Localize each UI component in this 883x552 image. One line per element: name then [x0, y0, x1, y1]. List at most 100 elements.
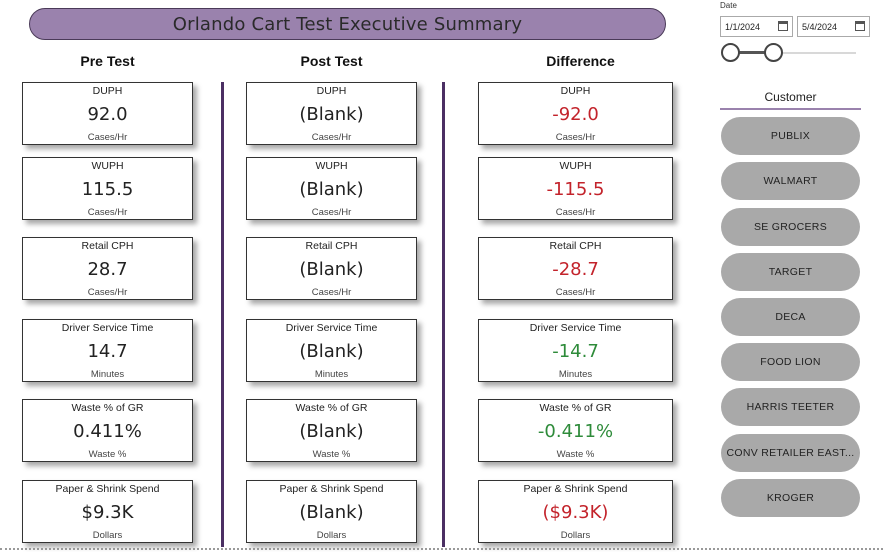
- card-unit: Cases/Hr: [87, 287, 128, 298]
- pre-test-header: Pre Test: [80, 53, 135, 69]
- card-unit: Dollars: [316, 530, 347, 541]
- post-driver-service-time-card[interactable]: Driver Service Time (Blank) Minutes: [246, 319, 417, 382]
- card-unit: Cases/Hr: [311, 287, 352, 298]
- card-label: Driver Service Time: [61, 322, 154, 334]
- end-date-input[interactable]: 5/4/2024: [797, 16, 870, 37]
- card-unit: Waste %: [88, 449, 127, 460]
- card-value: 28.7: [87, 259, 128, 280]
- card-label: WUPH: [91, 160, 124, 172]
- customer-button-food-lion[interactable]: FOOD LION: [721, 343, 860, 381]
- card-value: 92.0: [87, 104, 128, 125]
- customer-button-deca[interactable]: DECA: [721, 298, 860, 336]
- card-label: Retail CPH: [81, 240, 134, 252]
- column-divider-right: [442, 82, 445, 547]
- diff-waste-card[interactable]: Waste % of GR -0.411% Waste %: [478, 399, 673, 462]
- customer-button-se-grocers[interactable]: SE GROCERS: [721, 208, 860, 246]
- card-label: Waste % of GR: [539, 402, 612, 414]
- customer-button-target[interactable]: TARGET: [721, 253, 860, 291]
- card-unit: Cases/Hr: [87, 207, 128, 218]
- date-range-end-handle[interactable]: [764, 43, 783, 62]
- customer-button-publix[interactable]: PUBLIX: [721, 117, 860, 155]
- card-unit: Waste %: [556, 449, 595, 460]
- card-label: DUPH: [560, 85, 591, 97]
- card-value: (Blank): [299, 259, 364, 280]
- diff-wuph-card[interactable]: WUPH -115.5 Cases/Hr: [478, 157, 673, 220]
- calendar-icon[interactable]: [778, 21, 788, 31]
- card-value: ($9.3K): [542, 502, 609, 523]
- customer-filter-header: Customer: [720, 88, 861, 110]
- customer-button-walmart[interactable]: WALMART: [721, 162, 860, 200]
- pre-duph-card[interactable]: DUPH 92.0 Cases/Hr: [22, 82, 193, 145]
- post-retail-cph-card[interactable]: Retail CPH (Blank) Cases/Hr: [246, 237, 417, 300]
- card-label: Paper & Shrink Spend: [55, 483, 160, 495]
- card-unit: Dollars: [560, 530, 591, 541]
- report-title: Orlando Cart Test Executive Summary: [172, 13, 523, 35]
- end-date-value: 5/4/2024: [802, 21, 838, 32]
- date-range-start-handle[interactable]: [721, 43, 740, 62]
- card-value: -28.7: [552, 259, 599, 280]
- card-value: (Blank): [299, 421, 364, 442]
- post-duph-card[interactable]: DUPH (Blank) Cases/Hr: [246, 82, 417, 145]
- start-date-input[interactable]: 1/1/2024: [720, 16, 793, 37]
- customer-button-harris-teeter[interactable]: HARRIS TEETER: [721, 388, 860, 426]
- customer-button-kroger[interactable]: KROGER: [721, 479, 860, 517]
- card-unit: Cases/Hr: [311, 207, 352, 218]
- post-paper-shrink-card[interactable]: Paper & Shrink Spend (Blank) Dollars: [246, 480, 417, 543]
- card-unit: Cases/Hr: [555, 287, 596, 298]
- diff-duph-card[interactable]: DUPH -92.0 Cases/Hr: [478, 82, 673, 145]
- column-divider-left: [221, 82, 224, 547]
- start-date-value: 1/1/2024: [725, 21, 761, 32]
- card-label: Paper & Shrink Spend: [279, 483, 384, 495]
- post-waste-card[interactable]: Waste % of GR (Blank) Waste %: [246, 399, 417, 462]
- card-unit: Minutes: [90, 369, 125, 380]
- card-value: (Blank): [299, 341, 364, 362]
- card-label: WUPH: [559, 160, 592, 172]
- diff-driver-service-time-card[interactable]: Driver Service Time -14.7 Minutes: [478, 319, 673, 382]
- date-range-slider-track[interactable]: [731, 52, 856, 54]
- pre-waste-card[interactable]: Waste % of GR 0.411% Waste %: [22, 399, 193, 462]
- card-unit: Cases/Hr: [87, 132, 128, 143]
- card-value: (Blank): [299, 179, 364, 200]
- card-value: -14.7: [552, 341, 599, 362]
- card-label: DUPH: [316, 85, 347, 97]
- pre-paper-shrink-card[interactable]: Paper & Shrink Spend $9.3K Dollars: [22, 480, 193, 543]
- card-value: $9.3K: [81, 502, 134, 523]
- card-value: 14.7: [87, 341, 128, 362]
- pre-wuph-card[interactable]: WUPH 115.5 Cases/Hr: [22, 157, 193, 220]
- date-range-slider-fill: [731, 51, 773, 54]
- diff-retail-cph-card[interactable]: Retail CPH -28.7 Cases/Hr: [478, 237, 673, 300]
- card-label: Retail CPH: [305, 240, 358, 252]
- card-value: -0.411%: [537, 421, 614, 442]
- date-filter-label: Date: [720, 1, 737, 10]
- card-unit: Waste %: [312, 449, 351, 460]
- page-bottom-border: [0, 548, 883, 550]
- pre-retail-cph-card[interactable]: Retail CPH 28.7 Cases/Hr: [22, 237, 193, 300]
- card-value: 115.5: [81, 179, 134, 200]
- pre-driver-service-time-card[interactable]: Driver Service Time 14.7 Minutes: [22, 319, 193, 382]
- card-unit: Minutes: [314, 369, 349, 380]
- post-wuph-card[interactable]: WUPH (Blank) Cases/Hr: [246, 157, 417, 220]
- card-label: Driver Service Time: [285, 322, 378, 334]
- post-test-header: Post Test: [300, 53, 363, 69]
- difference-header: Difference: [546, 53, 615, 69]
- card-label: DUPH: [92, 85, 123, 97]
- card-label: WUPH: [315, 160, 348, 172]
- card-value: (Blank): [299, 502, 364, 523]
- card-label: Waste % of GR: [71, 402, 144, 414]
- card-unit: Minutes: [558, 369, 593, 380]
- card-label: Driver Service Time: [529, 322, 622, 334]
- card-label: Paper & Shrink Spend: [523, 483, 628, 495]
- customer-button-conv-retailer-east[interactable]: CONV RETAILER EAST...: [721, 434, 860, 472]
- card-value: (Blank): [299, 104, 364, 125]
- card-unit: Cases/Hr: [311, 132, 352, 143]
- card-unit: Cases/Hr: [555, 207, 596, 218]
- card-value: -115.5: [546, 179, 605, 200]
- card-unit: Dollars: [92, 530, 123, 541]
- calendar-icon[interactable]: [855, 21, 865, 31]
- card-value: 0.411%: [73, 421, 142, 442]
- diff-paper-shrink-card[interactable]: Paper & Shrink Spend ($9.3K) Dollars: [478, 480, 673, 543]
- card-value: -92.0: [552, 104, 599, 125]
- card-label: Retail CPH: [549, 240, 602, 252]
- card-label: Waste % of GR: [295, 402, 368, 414]
- card-unit: Cases/Hr: [555, 132, 596, 143]
